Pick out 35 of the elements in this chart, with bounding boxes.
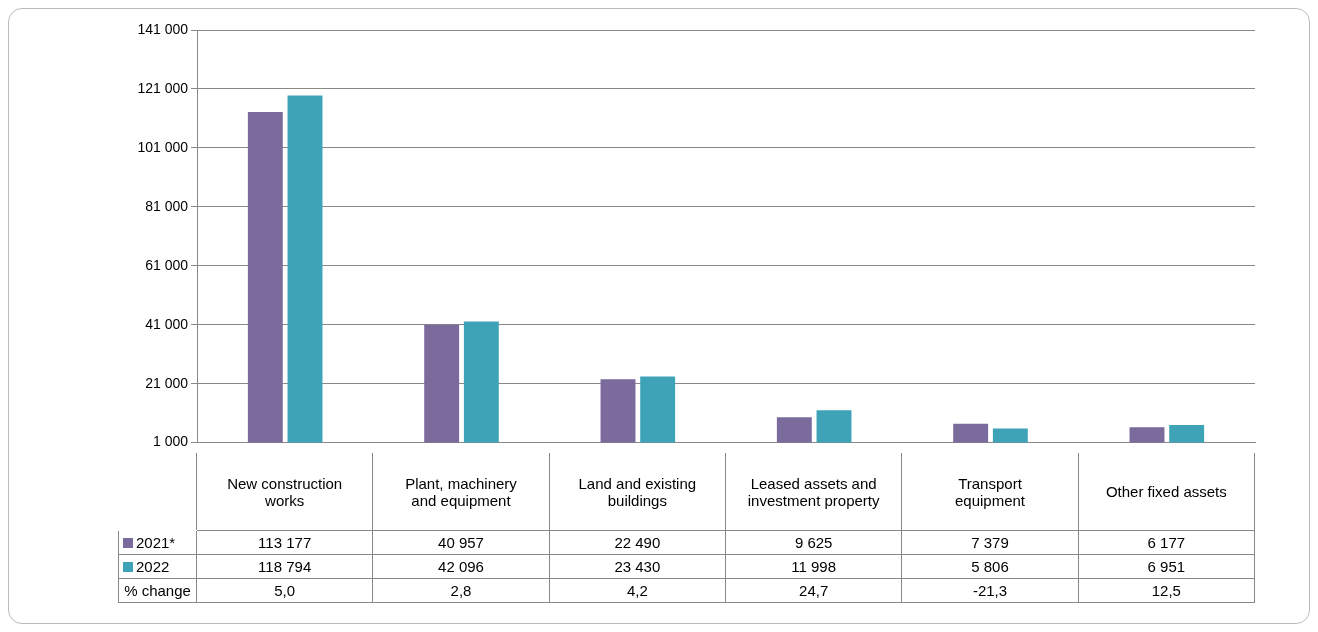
data-label: 113 177 <box>197 531 374 555</box>
text: 5,0 <box>197 579 374 603</box>
x-tick-label: Land and existing buildings <box>549 453 726 531</box>
y-tick-label: 81 000 <box>145 197 189 214</box>
text: -21,3 <box>902 579 1079 603</box>
data-label: 40 957 <box>373 531 550 555</box>
text: 12,5 <box>1078 579 1255 603</box>
y-tick-label: 141 000 <box>137 20 189 37</box>
data-label: 7 379 <box>902 531 1079 555</box>
data-label: 118 794 <box>197 555 374 579</box>
y-tick-label: 101 000 <box>137 138 189 155</box>
text: 24,7 <box>725 579 903 603</box>
data-label: 42 096 <box>373 555 550 579</box>
text: % change <box>118 579 197 603</box>
data-label: 6 951 <box>1078 555 1255 579</box>
y-tick-label: 41 000 <box>145 315 189 332</box>
y-tick-label: 61 000 <box>145 256 189 273</box>
y-tick-label: 21 000 <box>145 374 189 391</box>
data-label: 5 806 <box>902 555 1079 579</box>
legend-label: 2022 <box>136 558 170 575</box>
text: 4,2 <box>549 579 726 603</box>
data-label: 11 998 <box>725 555 903 579</box>
x-tick-label: New construction works <box>197 453 374 531</box>
x-tick-label: Leased assets and investment property <box>725 453 903 531</box>
data-label: 9 625 <box>725 531 903 555</box>
x-tick-label: Plant, machinery and equipment <box>373 453 550 531</box>
x-tick-label: Other fixed assets <box>1078 453 1255 531</box>
data-label: 6 177 <box>1078 531 1255 555</box>
y-tick-label: 1 000 <box>152 433 189 450</box>
data-label: 22 490 <box>549 531 726 555</box>
x-tick-label: Transport equipment <box>902 453 1079 531</box>
text: 2,8 <box>373 579 550 603</box>
legend-label: 2021* <box>136 534 176 551</box>
y-tick-label: 121 000 <box>137 79 189 96</box>
data-label: 23 430 <box>549 555 726 579</box>
